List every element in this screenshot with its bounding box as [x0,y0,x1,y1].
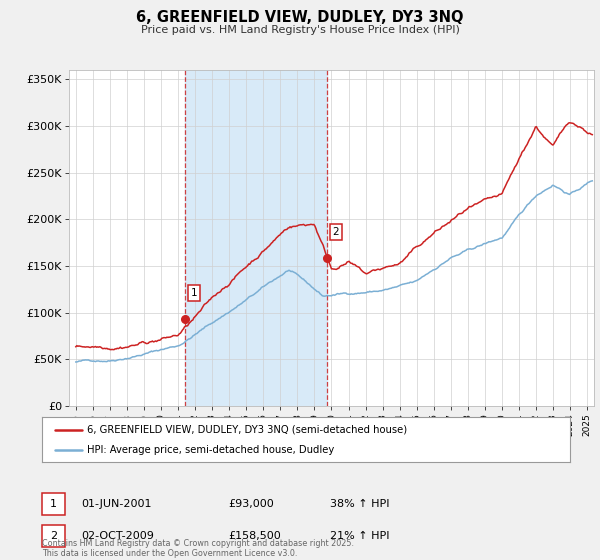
Text: 6, GREENFIELD VIEW, DUDLEY, DY3 3NQ: 6, GREENFIELD VIEW, DUDLEY, DY3 3NQ [136,10,464,25]
Text: 2: 2 [332,227,339,237]
Text: 1: 1 [190,288,197,298]
Text: Contains HM Land Registry data © Crown copyright and database right 2025.
This d: Contains HM Land Registry data © Crown c… [42,539,354,558]
Text: HPI: Average price, semi-detached house, Dudley: HPI: Average price, semi-detached house,… [87,445,334,455]
Text: 38% ↑ HPI: 38% ↑ HPI [330,499,389,509]
Text: £93,000: £93,000 [228,499,274,509]
Bar [185,70,327,406]
Text: 02-OCT-2009: 02-OCT-2009 [81,531,154,541]
Text: Price paid vs. HM Land Registry's House Price Index (HPI): Price paid vs. HM Land Registry's House … [140,25,460,35]
Text: 01-JUN-2001: 01-JUN-2001 [81,499,151,509]
Text: 2: 2 [50,531,57,541]
Text: 6, GREENFIELD VIEW, DUDLEY, DY3 3NQ (semi-detached house): 6, GREENFIELD VIEW, DUDLEY, DY3 3NQ (sem… [87,424,407,435]
Text: £158,500: £158,500 [228,531,281,541]
Text: 21% ↑ HPI: 21% ↑ HPI [330,531,389,541]
Text: 1: 1 [50,499,57,509]
